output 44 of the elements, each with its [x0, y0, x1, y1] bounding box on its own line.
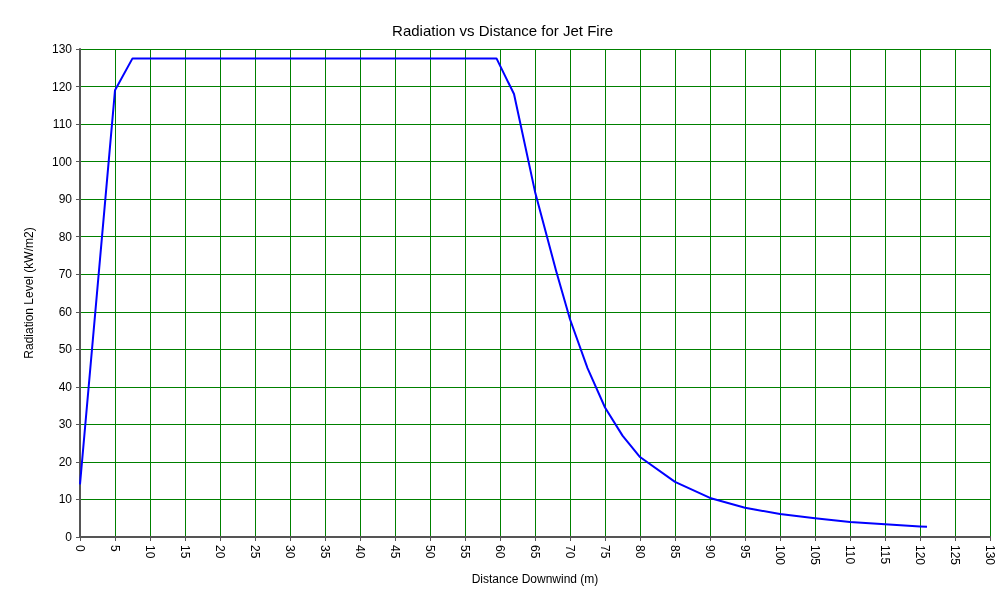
y-tick-label: 40: [58, 379, 73, 394]
x-tick-label: 85: [668, 545, 682, 559]
y-tick-label: 130: [51, 42, 73, 56]
x-tick-label: 110: [843, 545, 857, 565]
y-tick-label: 110: [52, 117, 73, 132]
x-tick-label: 115: [878, 545, 892, 565]
x-tick-label: 45: [388, 545, 402, 559]
y-tick-label: 30: [58, 417, 73, 432]
x-tick-label: 60: [493, 545, 507, 559]
y-tick-label: 70: [58, 267, 73, 282]
x-tick-label: 65: [528, 545, 542, 559]
line-series: [79, 57, 928, 528]
x-tick-label: 70: [563, 545, 577, 559]
y-tick-label: 80: [58, 229, 73, 244]
x-tick-label: 30: [283, 545, 297, 559]
x-tick-label: 125: [948, 545, 962, 566]
x-tick-label: 0: [73, 545, 87, 552]
x-tick-label: 35: [318, 545, 332, 559]
chart-title: Radiation vs Distance for Jet Fire: [392, 22, 613, 39]
x-tick-label: 75: [598, 545, 612, 559]
x-tick-label: 55: [458, 545, 472, 559]
x-tick-label: 15: [178, 545, 192, 559]
x-tick-label: 25: [248, 545, 262, 559]
x-tick-label: 10: [143, 545, 157, 559]
x-axis-title: Distance Downwind (m): [471, 571, 599, 586]
x-tick-label: 90: [703, 545, 717, 559]
y-tick-label: 50: [58, 342, 73, 357]
y-axis-title: Radiation Level (kW/m2): [22, 227, 36, 359]
x-tick-label: 40: [353, 545, 367, 559]
y-tick-label: 90: [58, 192, 73, 207]
x-tick-label: 80: [633, 545, 647, 559]
x-tick-label: 130: [983, 545, 997, 566]
y-tick-label: 60: [58, 304, 73, 319]
x-tick-label: 20: [213, 545, 227, 559]
x-tick-label: 120: [913, 545, 927, 566]
x-tick-label: 50: [423, 545, 437, 559]
x-tick-label: 5: [108, 545, 122, 552]
x-tick-label: 100: [773, 545, 787, 566]
y-tick-label: 10: [58, 492, 73, 507]
x-tick-label: 105: [808, 545, 822, 566]
y-tick-label: 120: [51, 79, 73, 94]
y-tick-label: 20: [58, 454, 73, 469]
x-tick-label: 95: [738, 545, 752, 559]
y-tick-label: 100: [51, 154, 73, 169]
